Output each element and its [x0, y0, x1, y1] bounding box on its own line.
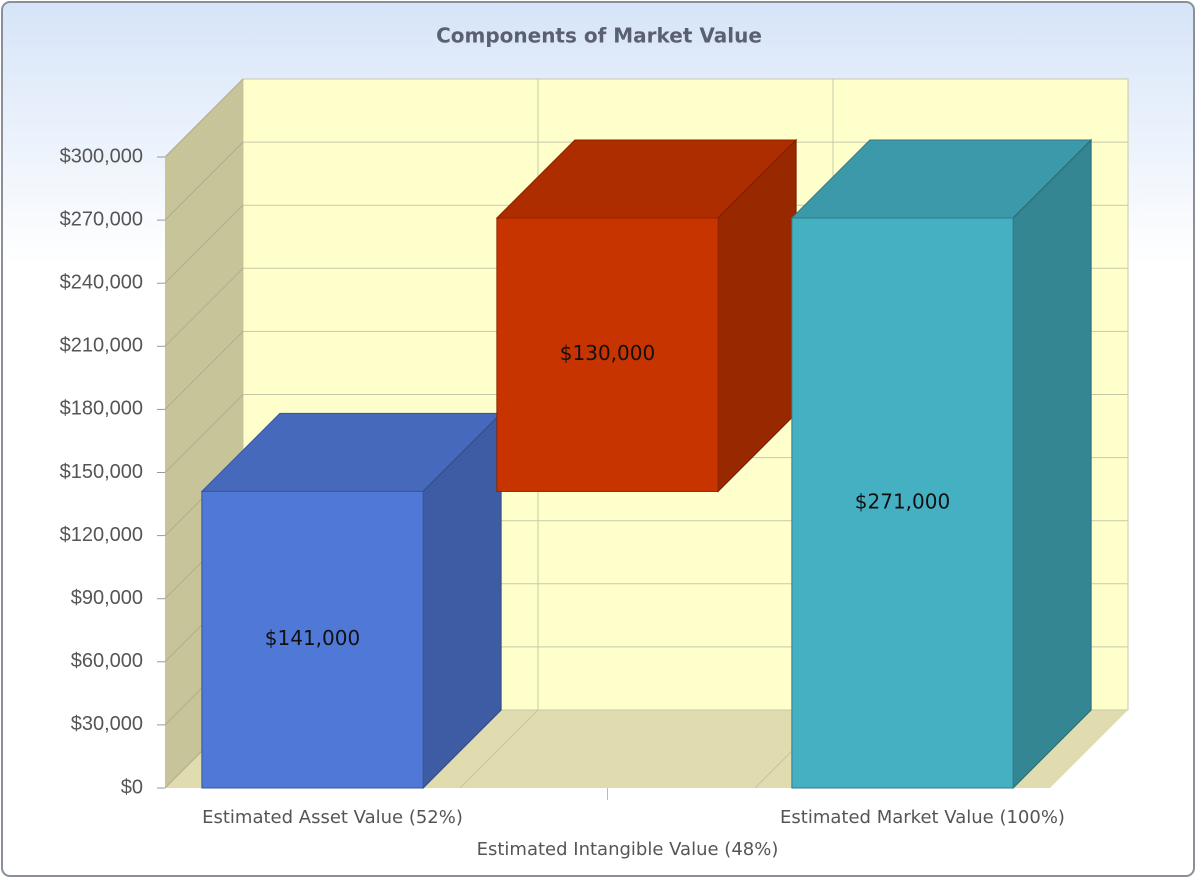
- grid-line: [164, 267, 244, 347]
- grid-line: [164, 331, 244, 410]
- y-tick-label: $150,000: [60, 461, 143, 483]
- value-label: $141,000: [265, 626, 360, 650]
- y-tick-label: $120,000: [60, 524, 143, 546]
- value-label: $130,000: [560, 341, 655, 365]
- grid-line: [164, 78, 244, 158]
- bar: [791, 217, 1014, 789]
- x-tick-label: Estimated Intangible Value (48%): [477, 839, 779, 860]
- grid-line: [164, 204, 244, 284]
- y-tick-label: $90,000: [71, 587, 143, 609]
- chart-title: Components of Market Value: [436, 24, 762, 48]
- bar-side: [1012, 138, 1092, 790]
- grid-line: [164, 394, 244, 473]
- y-tick-label: $30,000: [71, 713, 143, 735]
- y-tick-label: $180,000: [60, 398, 143, 420]
- floor-line: [459, 709, 539, 789]
- y-tick-label: $60,000: [71, 650, 143, 672]
- value-label: $271,000: [855, 489, 950, 513]
- x-tick-label: Estimated Market Value (100%): [780, 807, 1065, 828]
- y-tick-label: $300,000: [60, 145, 143, 167]
- grid-line: [164, 141, 244, 221]
- x-tick-label: Estimated Asset Value (52%): [202, 807, 463, 828]
- bar: [201, 490, 424, 789]
- bar: [496, 217, 719, 492]
- y-tick-label: $210,000: [60, 335, 143, 357]
- y-tick-label: $270,000: [60, 208, 143, 230]
- y-tick-label: $0: [121, 776, 143, 798]
- y-tick-label: $240,000: [60, 271, 143, 293]
